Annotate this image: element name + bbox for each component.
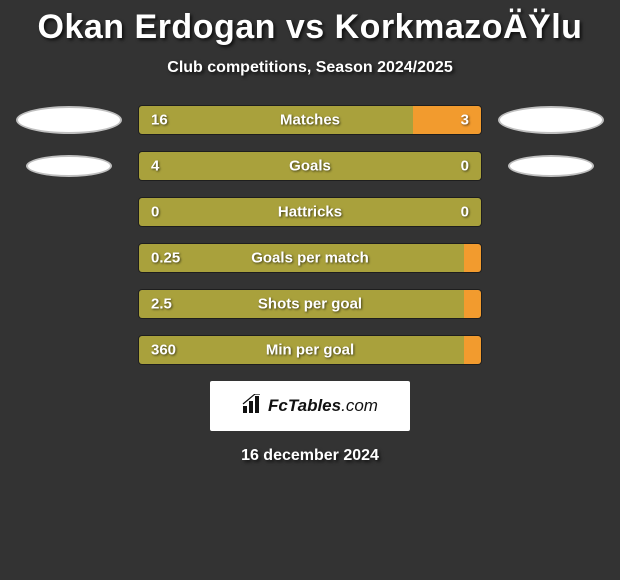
- player-left-shape: [16, 198, 122, 226]
- infographic-container: Okan Erdogan vs KorkmazoÄŸlu Club compet…: [0, 0, 620, 465]
- stat-value-left: 4: [151, 158, 159, 175]
- stat-label: Shots per goal: [258, 296, 362, 313]
- player-right-shape: [498, 152, 604, 180]
- stat-label: Matches: [280, 112, 340, 129]
- stat-bar: 16 Matches 3: [138, 105, 482, 135]
- stat-bar: 0 Hattricks 0: [138, 197, 482, 227]
- stat-value-left: 360: [151, 342, 176, 359]
- player-right-shape: [498, 290, 604, 318]
- stat-bar-left-fill: [139, 106, 413, 134]
- stat-value-right: 0: [461, 158, 469, 175]
- player-right-shape: [498, 244, 604, 272]
- stat-bar-right-fill: [464, 244, 481, 272]
- player-right-shape: [498, 106, 604, 134]
- date-text: 16 december 2024: [0, 447, 620, 465]
- stat-bar: 4 Goals 0: [138, 151, 482, 181]
- stats-area: 16 Matches 3 4 Goals 0 0 Hattricks 0 0.25 Goals pe…: [0, 105, 620, 365]
- stat-value-left: 0.25: [151, 250, 180, 267]
- stat-bar: 360 Min per goal: [138, 335, 482, 365]
- stat-bar: 0.25 Goals per match: [138, 243, 482, 273]
- player-left-shape: [16, 106, 122, 134]
- stat-value-left: 2.5: [151, 296, 172, 313]
- player-left-shape: [16, 336, 122, 364]
- stat-row: 0.25 Goals per match: [0, 243, 620, 273]
- stat-bar-right-fill: [413, 106, 481, 134]
- stat-label: Goals: [289, 158, 331, 175]
- stat-bar-right-fill: [464, 336, 481, 364]
- stat-value-right: 3: [461, 112, 469, 129]
- logo-text: FcTables.com: [268, 396, 378, 416]
- stat-row: 16 Matches 3: [0, 105, 620, 135]
- stat-label: Hattricks: [278, 204, 342, 221]
- stat-label: Goals per match: [251, 250, 369, 267]
- stat-row: 4 Goals 0: [0, 151, 620, 181]
- player-left-shape: [16, 290, 122, 318]
- player-right-shape: [498, 198, 604, 226]
- stat-row: 0 Hattricks 0: [0, 197, 620, 227]
- stat-label: Min per goal: [266, 342, 354, 359]
- stat-bar-right-fill: [464, 290, 481, 318]
- stat-value-left: 16: [151, 112, 168, 129]
- player-left-shape: [16, 152, 122, 180]
- fctables-logo: FcTables.com: [210, 381, 410, 431]
- stat-bar: 2.5 Shots per goal: [138, 289, 482, 319]
- stat-value-left: 0: [151, 204, 159, 221]
- logo-bars-icon: [242, 394, 266, 419]
- player-left-shape: [16, 244, 122, 272]
- stat-row: 2.5 Shots per goal: [0, 289, 620, 319]
- page-title: Okan Erdogan vs KorkmazoÄŸlu: [0, 8, 620, 47]
- stat-row: 360 Min per goal: [0, 335, 620, 365]
- stat-value-right: 0: [461, 204, 469, 221]
- player-right-shape: [498, 336, 604, 364]
- page-subtitle: Club competitions, Season 2024/2025: [0, 59, 620, 77]
